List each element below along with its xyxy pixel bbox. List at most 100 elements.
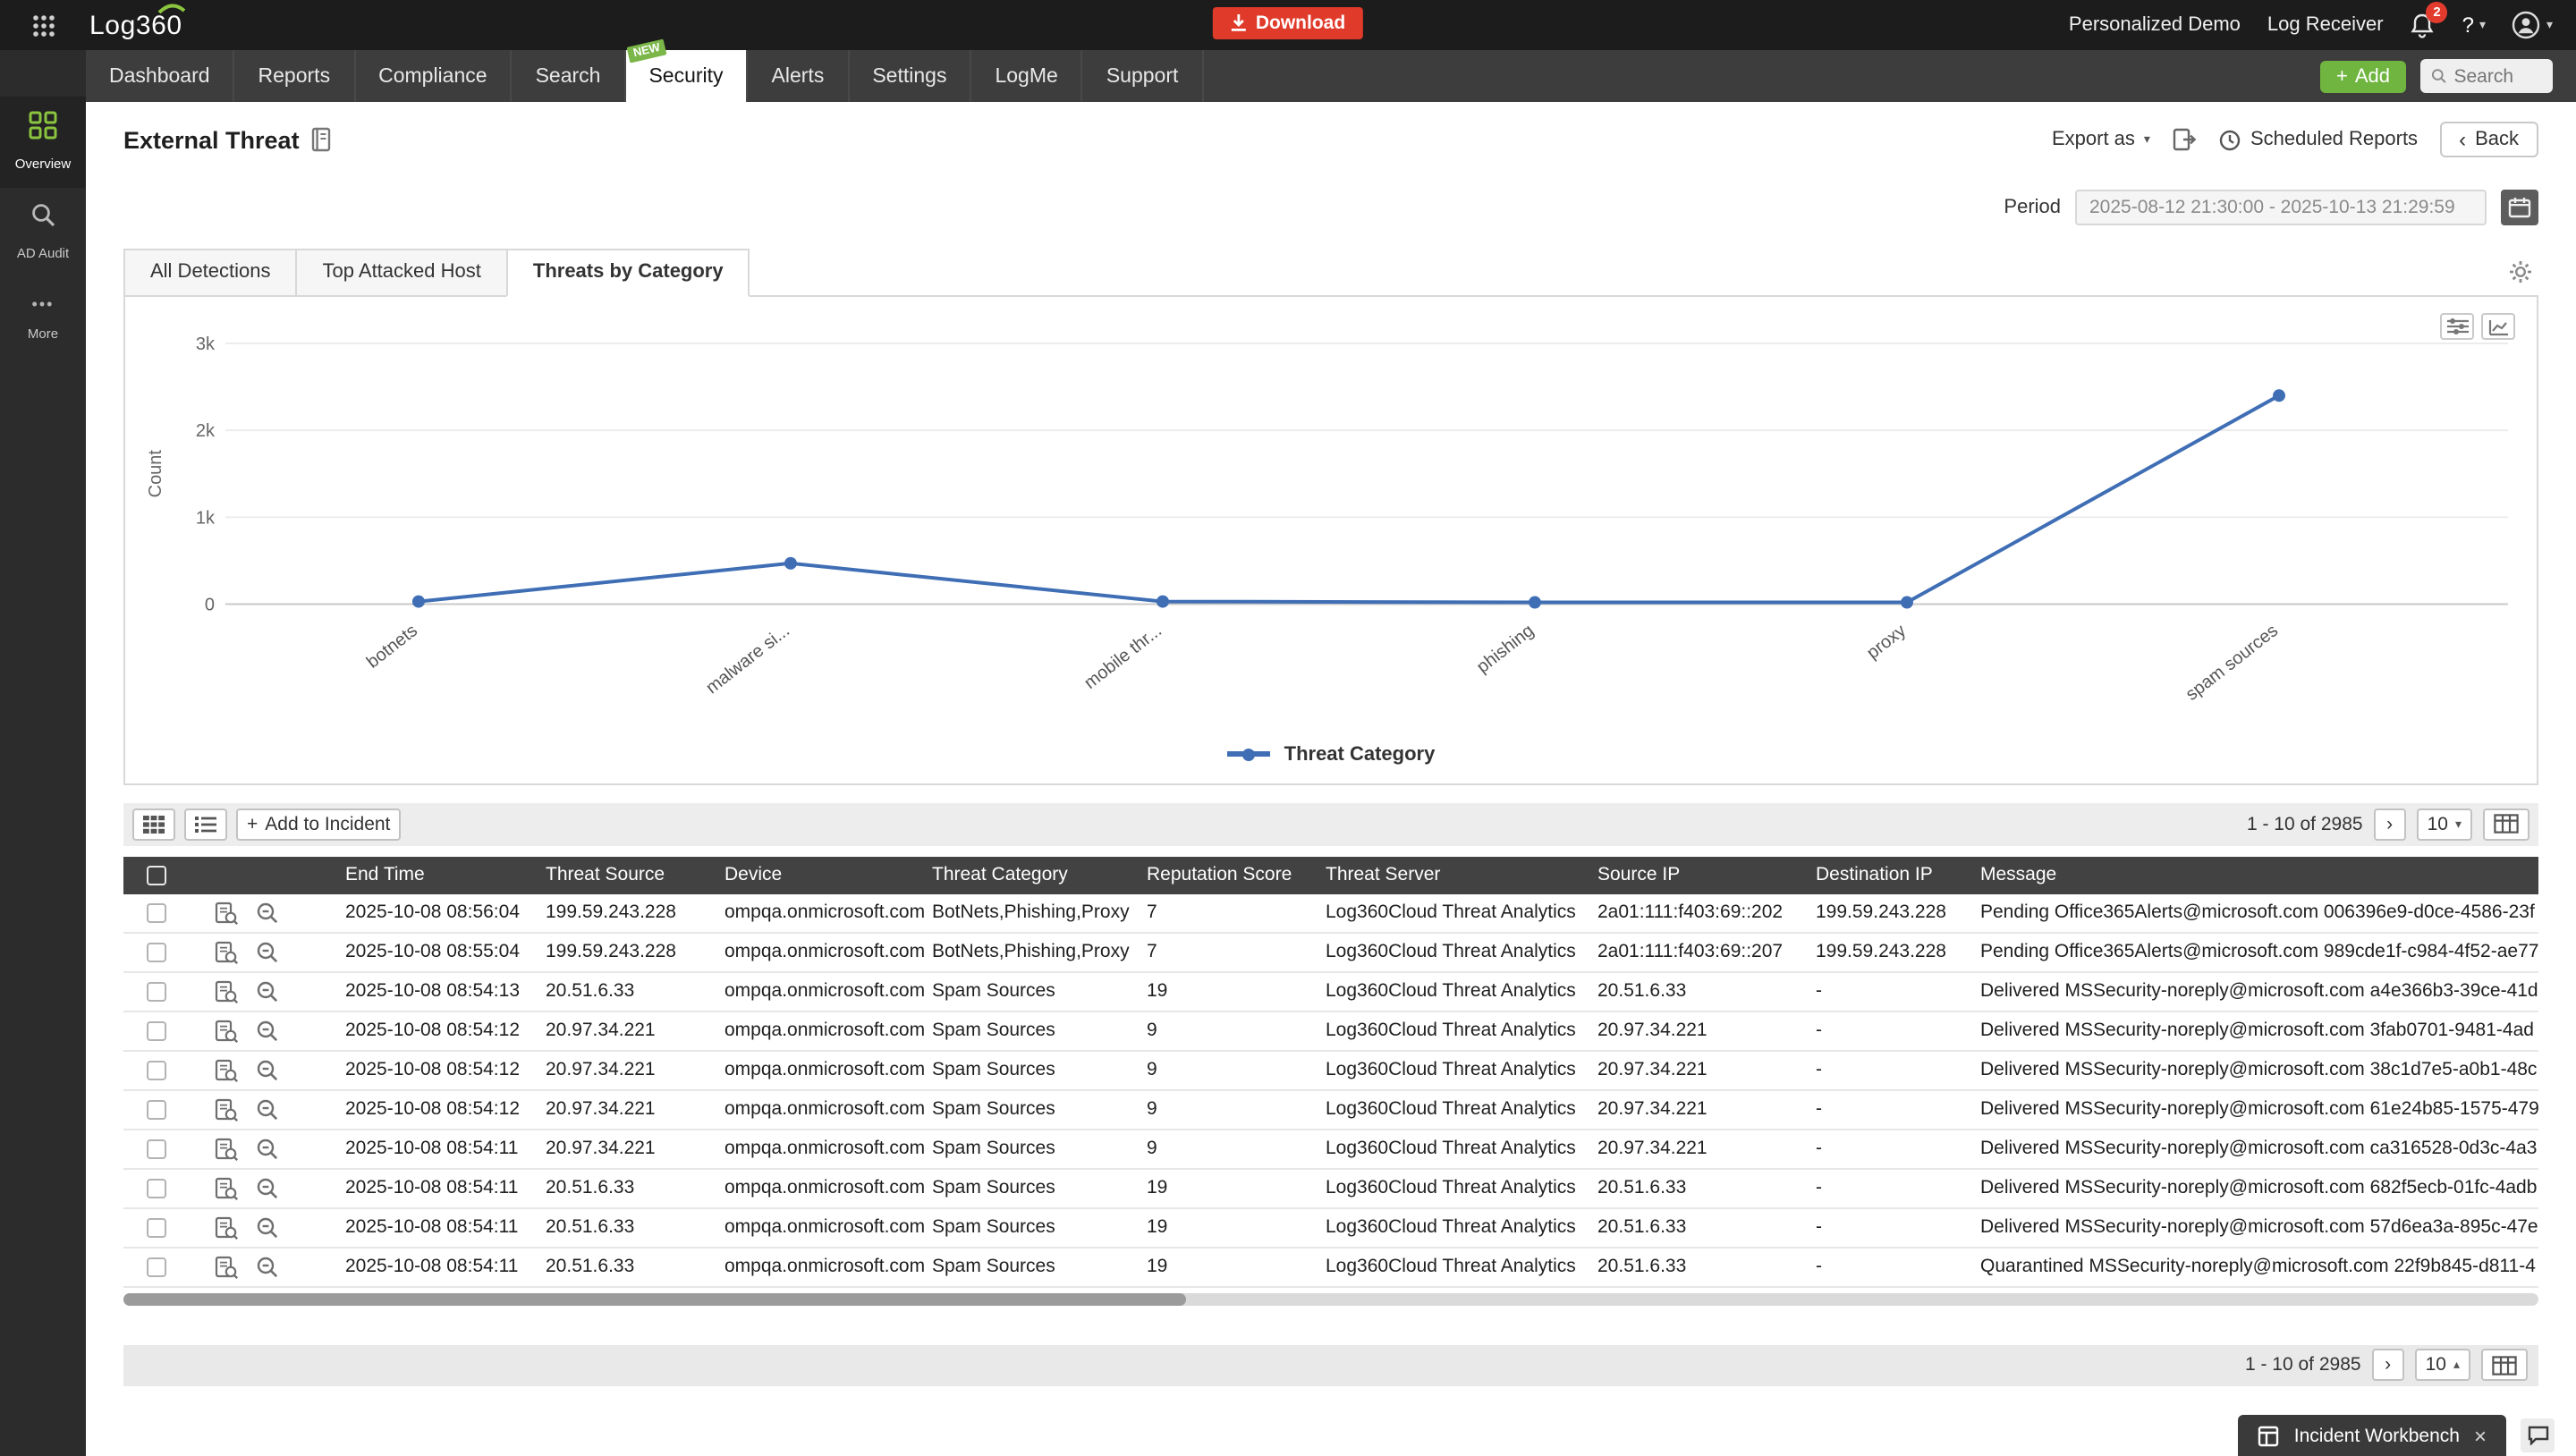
exclude-search-icon[interactable] bbox=[256, 1176, 279, 1199]
nav-tab-reports[interactable]: Reports bbox=[235, 50, 356, 102]
table-row[interactable]: 2025-10-08 08:54:13 20.51.6.33 ompqa.onm… bbox=[123, 972, 2538, 1012]
help-button[interactable]: ? ▾ bbox=[2462, 13, 2486, 38]
row-checkbox[interactable] bbox=[146, 1257, 165, 1277]
back-button[interactable]: ‹ Back bbox=[2439, 122, 2538, 157]
view-record-icon[interactable] bbox=[215, 979, 238, 1003]
log360-logo[interactable]: Log360 bbox=[89, 3, 186, 40]
view-record-icon[interactable] bbox=[215, 1176, 238, 1200]
view-record-icon[interactable] bbox=[215, 1097, 238, 1122]
column-header-threat-source[interactable]: Threat Source bbox=[546, 864, 665, 886]
view-record-icon[interactable] bbox=[215, 1058, 238, 1082]
period-range-input[interactable] bbox=[2075, 190, 2487, 225]
chart-legend[interactable]: Threat Category bbox=[140, 743, 2522, 779]
panel-settings-button[interactable] bbox=[2508, 259, 2533, 293]
nav-tab-alerts[interactable]: Alerts bbox=[749, 50, 850, 102]
exclude-search-icon[interactable] bbox=[256, 1058, 279, 1081]
exclude-search-icon[interactable] bbox=[256, 1137, 279, 1160]
exclude-search-icon[interactable] bbox=[256, 1255, 279, 1278]
nav-tab-logme[interactable]: LogMe bbox=[971, 50, 1083, 102]
sidebar-item-overview[interactable]: Overview bbox=[0, 97, 86, 188]
nav-tab-compliance[interactable]: Compliance bbox=[355, 50, 513, 102]
page-size-select[interactable]: 10 ▾ bbox=[2416, 808, 2472, 841]
incident-workbench-button[interactable]: Incident Workbench × bbox=[2238, 1415, 2506, 1456]
table-row[interactable]: 2025-10-08 08:55:04 199.59.243.228 ompqa… bbox=[123, 933, 2538, 973]
user-menu-button[interactable]: ▾ bbox=[2512, 11, 2553, 39]
view-record-icon[interactable] bbox=[215, 1255, 238, 1279]
nav-tab-support[interactable]: Support bbox=[1083, 50, 1204, 102]
next-page-button[interactable]: › bbox=[2373, 808, 2406, 841]
view-tab-top-attacked-host[interactable]: Top Attacked Host bbox=[295, 249, 508, 297]
scrollbar-thumb[interactable] bbox=[123, 1292, 1186, 1306]
view-record-icon[interactable] bbox=[215, 940, 238, 964]
table-row[interactable]: 2025-10-08 08:54:12 20.97.34.221 ompqa.o… bbox=[123, 1051, 2538, 1091]
view-tab-all-detections[interactable]: All Detections bbox=[123, 249, 298, 297]
row-checkbox[interactable] bbox=[146, 942, 165, 962]
export-settings-button[interactable] bbox=[2172, 127, 2197, 152]
report-book-icon[interactable] bbox=[310, 127, 334, 152]
view-record-icon[interactable] bbox=[215, 1137, 238, 1161]
column-header-threat-server[interactable]: Threat Server bbox=[1326, 864, 1441, 886]
view-tab-threats-by-category[interactable]: Threats by Category bbox=[505, 249, 750, 297]
nav-tab-dashboard[interactable]: Dashboard bbox=[86, 50, 235, 102]
nav-tab-settings[interactable]: Settings bbox=[849, 50, 972, 102]
chart-options-button[interactable] bbox=[2440, 313, 2474, 340]
horizontal-scrollbar[interactable] bbox=[123, 1292, 2538, 1306]
table-row[interactable]: 2025-10-08 08:54:12 20.97.34.221 ompqa.o… bbox=[123, 1012, 2538, 1052]
table-row[interactable]: 2025-10-08 08:54:11 20.97.34.221 ompqa.o… bbox=[123, 1130, 2538, 1170]
download-button[interactable]: Download bbox=[1212, 7, 1364, 39]
search-input[interactable] bbox=[2453, 65, 2542, 87]
add-to-incident-button[interactable]: + Add to Incident bbox=[236, 808, 402, 841]
view-record-icon[interactable] bbox=[215, 1215, 238, 1240]
exclude-search-icon[interactable] bbox=[256, 1019, 279, 1042]
column-header-message[interactable]: Message bbox=[1980, 864, 2057, 886]
nav-tab-security[interactable]: Security NEW bbox=[625, 38, 749, 102]
chart-data-point[interactable] bbox=[1156, 595, 1169, 608]
chart-data-point[interactable] bbox=[411, 595, 425, 608]
column-header-reputation-score[interactable]: Reputation Score bbox=[1147, 864, 1292, 886]
column-header-end-time[interactable]: End Time bbox=[345, 864, 425, 886]
row-checkbox[interactable] bbox=[146, 1178, 165, 1198]
column-header-source-ip[interactable]: Source IP bbox=[1597, 864, 1681, 886]
chart-data-point[interactable] bbox=[2273, 389, 2285, 402]
column-chooser-button[interactable] bbox=[2481, 1349, 2528, 1382]
table-row[interactable]: 2025-10-08 08:54:11 20.51.6.33 ompqa.onm… bbox=[123, 1208, 2538, 1249]
view-record-icon[interactable] bbox=[215, 901, 238, 925]
row-checkbox[interactable] bbox=[146, 1060, 165, 1080]
table-row[interactable]: 2025-10-08 08:54:11 20.51.6.33 ompqa.onm… bbox=[123, 1248, 2538, 1288]
row-checkbox[interactable] bbox=[146, 1020, 165, 1041]
chart-data-point[interactable] bbox=[784, 556, 797, 570]
row-checkbox[interactable] bbox=[146, 981, 165, 1002]
exclude-search-icon[interactable] bbox=[256, 979, 279, 1003]
column-header-device[interactable]: Device bbox=[724, 864, 783, 886]
next-page-button[interactable]: › bbox=[2371, 1349, 2404, 1382]
sidebar-item-more[interactable]: ••• More bbox=[0, 277, 86, 358]
calendar-button[interactable] bbox=[2501, 190, 2538, 225]
row-checkbox[interactable] bbox=[146, 1099, 165, 1120]
scheduled-reports-link[interactable]: Scheduled Reports bbox=[2218, 128, 2418, 151]
close-icon[interactable]: × bbox=[2473, 1423, 2487, 1448]
export-as-dropdown[interactable]: Export as ▾ bbox=[2052, 129, 2150, 150]
chart-data-point[interactable] bbox=[1528, 596, 1541, 609]
exclude-search-icon[interactable] bbox=[256, 1215, 279, 1239]
list-view-button[interactable] bbox=[184, 808, 227, 841]
row-checkbox[interactable] bbox=[146, 1139, 165, 1159]
exclude-search-icon[interactable] bbox=[256, 1097, 279, 1121]
global-search-box[interactable] bbox=[2420, 59, 2553, 93]
chart-data-point[interactable] bbox=[1901, 596, 1913, 609]
column-chooser-button[interactable] bbox=[2483, 808, 2529, 841]
app-launcher-icon[interactable] bbox=[0, 13, 86, 37]
row-checkbox[interactable] bbox=[146, 902, 165, 923]
exclude-search-icon[interactable] bbox=[256, 901, 279, 924]
select-all-checkbox[interactable] bbox=[146, 865, 165, 885]
add-button[interactable]: + Add bbox=[2319, 60, 2406, 92]
table-row[interactable]: 2025-10-08 08:56:04 199.59.243.228 ompqa… bbox=[123, 893, 2538, 934]
view-record-icon[interactable] bbox=[215, 1019, 238, 1043]
column-header-threat-category[interactable]: Threat Category bbox=[932, 864, 1068, 886]
row-checkbox[interactable] bbox=[146, 1217, 165, 1238]
table-row[interactable]: 2025-10-08 08:54:12 20.97.34.221 ompqa.o… bbox=[123, 1090, 2538, 1130]
chart-type-button[interactable] bbox=[2481, 313, 2515, 340]
nav-tab-search[interactable]: Search bbox=[513, 50, 626, 102]
page-size-select[interactable]: 10 ▴ bbox=[2414, 1349, 2470, 1382]
exclude-search-icon[interactable] bbox=[256, 940, 279, 963]
sidebar-item-ad-audit[interactable]: AD Audit bbox=[0, 188, 86, 277]
